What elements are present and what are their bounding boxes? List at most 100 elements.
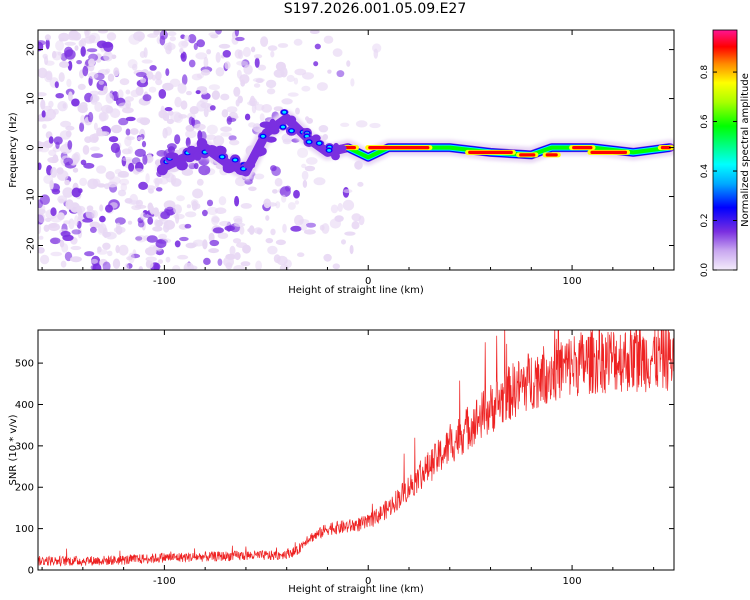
noise-blob [344, 231, 356, 236]
noise-blob [83, 162, 95, 169]
noise-blob [173, 204, 183, 215]
noise-blob [186, 90, 192, 96]
ridge-blob-peak [317, 141, 322, 145]
noise-blob [242, 244, 251, 254]
noise-blob [119, 78, 130, 86]
noise-blob [51, 188, 61, 195]
noise-blob [281, 133, 293, 143]
noise-blob [72, 167, 79, 173]
noise-blob [259, 113, 265, 122]
noise-blob [196, 39, 205, 48]
noise-blob [252, 77, 265, 83]
noise-blob [293, 77, 299, 85]
noise-blob [313, 61, 319, 67]
ridge-blob-peak [281, 125, 285, 129]
noise-blob [240, 203, 252, 209]
noise-blob [58, 198, 65, 204]
noise-blob [316, 82, 328, 91]
noise-blob [90, 265, 97, 270]
noise-blob [133, 168, 145, 174]
noise-blob [270, 165, 277, 172]
noise-blob [150, 205, 155, 215]
noise-blob [103, 85, 108, 94]
noise-blob [336, 70, 345, 78]
noise-blob [176, 195, 185, 202]
noise-blob [253, 227, 263, 234]
noise-blob [43, 224, 50, 232]
x-tick-label: 100 [563, 576, 582, 587]
noise-blob [302, 72, 314, 80]
noise-blob [155, 71, 162, 81]
noise-blob [228, 135, 237, 141]
noise-blob [358, 215, 365, 226]
noise-blob [97, 224, 105, 235]
noise-blob [56, 167, 64, 175]
noise-blob [110, 142, 120, 154]
noise-blob [351, 221, 360, 230]
noise-blob [140, 77, 147, 84]
spectrogram-frame [37, 29, 675, 271]
noise-blob [350, 78, 355, 87]
noise-blob [89, 90, 100, 96]
noise-blob [174, 96, 182, 108]
noise-blob [189, 106, 199, 115]
noise-blob [145, 260, 154, 269]
noise-blob [342, 199, 355, 211]
noise-blob [98, 80, 105, 85]
noise-blob [86, 48, 98, 53]
noise-blob [184, 223, 192, 229]
noise-blob [106, 32, 117, 41]
noise-blob [279, 264, 289, 270]
noise-blob [192, 188, 204, 199]
noise-blob [128, 252, 135, 264]
colorbar-tick-label: 0.4 [700, 164, 710, 179]
noise-blob [38, 235, 44, 240]
noise-blob [267, 245, 278, 255]
noise-blob [233, 222, 246, 227]
noise-blob [203, 56, 209, 68]
colorbar: 0.0 0.2 0.4 0.6 0.8 Normalized spectral ampl… [700, 29, 750, 277]
noise-blob [322, 134, 329, 140]
noise-blob [202, 209, 208, 217]
noise-blob [82, 65, 89, 77]
noise-blob [251, 103, 257, 114]
noise-blob [45, 108, 57, 120]
noise-blob [354, 160, 363, 170]
noise-blob [135, 235, 147, 243]
noise-blob [213, 135, 225, 146]
ridge-blob-peak [307, 140, 312, 144]
noise-blob [205, 134, 217, 140]
noise-blob [206, 206, 219, 216]
noise-blob [99, 204, 104, 212]
noise-blob [77, 83, 86, 90]
noise-blob [92, 136, 99, 142]
noise-blob [149, 65, 157, 71]
noise-blob [239, 74, 250, 84]
ridge-blob [269, 126, 280, 135]
noise-blob [129, 128, 139, 135]
snr-panel: -100 0 100 0 100 200 300 400 500 Height of strai… [8, 329, 675, 595]
noise-blob [211, 215, 220, 226]
noise-blob [135, 71, 147, 78]
noise-blob [128, 162, 135, 172]
noise-blob [102, 261, 111, 270]
noise-blob [346, 60, 351, 67]
noise-blob [188, 116, 194, 126]
noise-blob [193, 162, 199, 170]
noise-blob [211, 90, 220, 100]
noise-blob [219, 220, 231, 227]
noise-blob [163, 200, 176, 210]
noise-blob [49, 179, 54, 190]
noise-blob [38, 223, 42, 234]
noise-blob [153, 30, 161, 36]
noise-blob [167, 31, 177, 36]
noise-blob [79, 177, 88, 187]
noise-blob [233, 265, 245, 270]
ridge-blob-peak [327, 149, 332, 152]
noise-blob [90, 226, 97, 233]
noise-blob [185, 129, 197, 139]
ridge-blob [265, 136, 277, 143]
noise-blob [261, 104, 273, 113]
x-tick-label: 0 [365, 276, 371, 287]
noise-blob [179, 236, 189, 242]
